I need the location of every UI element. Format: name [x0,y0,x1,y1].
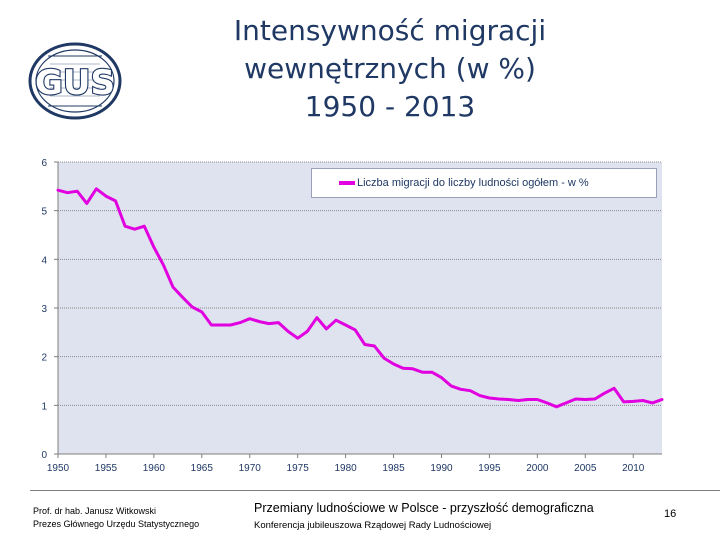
x-tick-label: 1955 [95,463,118,474]
migration-line-chart: 0 1 2 3 4 5 6 1950 1955 1960 1965 1970 1975 1980 1985 1… [41,158,664,474]
author-name: Prof. dr hab. Janusz Witkowski [33,506,157,516]
y-tick-label: 2 [41,353,47,364]
presentation-subtitle: Konferencja jubileuszowa Rządowej Rady L… [254,520,492,531]
x-tick-label: 2000 [526,463,549,474]
title-line-3: 1950 - 2013 [304,90,476,123]
x-tick-label: 2010 [622,463,645,474]
legend-label: Liczba migracji do liczby ludności ogółe… [357,177,589,189]
series-line [56,187,664,409]
chart-legend: Liczba migracji do liczby ludności ogółe… [311,168,657,198]
y-tick-label: 5 [41,207,47,218]
page-number: 16 [664,508,677,520]
y-tick-label: 3 [41,304,47,315]
x-tick-label: 1975 [287,463,310,474]
y-tick-label: 4 [41,255,47,266]
x-tick-label: 1950 [47,463,70,474]
y-tick-label: 1 [41,401,47,412]
title-line-1: Intensywność migracji [233,14,547,47]
x-tick-label: 1990 [430,463,453,474]
slide-title: Intensywność migracji wewnętrznych (w %)… [190,12,590,126]
footer-presentation: Przemiany ludnościowe w Polsce - przyszł… [254,500,594,533]
x-tick-label: 1965 [191,463,214,474]
footer-author: Prof. dr hab. Janusz Witkowski Prezes Gł… [33,505,199,531]
title-line-2: wewnętrznych (w %) [244,52,536,85]
y-tick-label: 6 [41,158,47,169]
footer-divider [30,490,720,491]
logo-text: GUS [35,63,115,103]
x-tick-label: 1960 [143,463,166,474]
x-tick-label: 2005 [574,463,597,474]
author-position: Prezes Głównego Urzędu Statystycznego [33,519,200,529]
y-tick-label: 0 [41,450,47,461]
x-tick-label: 1995 [478,463,501,474]
x-tick-label: 1970 [239,463,262,474]
presentation-title: Przemiany ludnościowe w Polsce - przyszł… [254,501,594,515]
x-tick-label: 1980 [334,463,357,474]
x-tick-label: 1985 [382,463,405,474]
gus-logo: GUS [28,42,122,120]
legend-swatch [339,181,355,185]
